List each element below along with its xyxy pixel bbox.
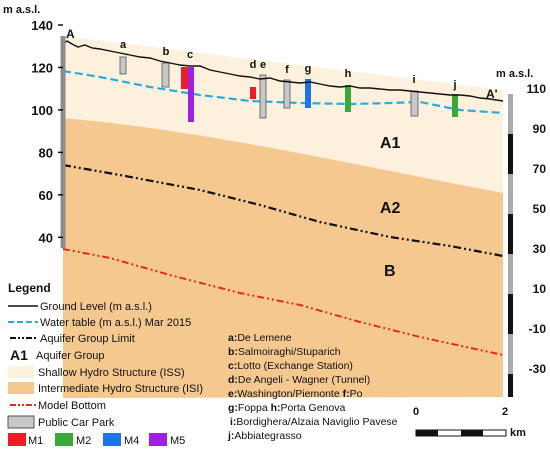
site-c: c:Lotto (Exchange Station)	[228, 360, 353, 372]
site-d: d:De Angeli - Wagner (Tunnel)	[228, 374, 370, 386]
well-label-j: j	[452, 79, 456, 91]
well-m1-c	[181, 67, 188, 89]
left-tick-label-120: 120	[31, 60, 53, 75]
legend-iss-label: Shallow Hydro Structure (ISS)	[38, 367, 185, 379]
right-axis-bar-segment	[508, 254, 513, 294]
right-axis-bar-back	[508, 98, 513, 397]
legend-car-park-label: Public Car Park	[38, 417, 115, 429]
public-car-park-f	[283, 79, 291, 109]
zone-label-b: B	[384, 263, 396, 280]
legend-m5-label: M5	[170, 435, 185, 447]
site-list: a:De Lemene b:Salmoiraghi/Stuparich c:Lo…	[227, 332, 398, 442]
right-tick-label-70: 70	[533, 162, 547, 176]
legend-m2-label: M2	[76, 435, 91, 447]
legend-water-table-label: Water table (m a.s.l.) Mar 2015	[40, 317, 191, 329]
site-e-f: e:Washington/Piemonte f:Po	[228, 388, 363, 400]
well-label-h: h	[345, 68, 352, 80]
scale-unit: km	[510, 427, 526, 439]
scale-start: 0	[413, 406, 419, 418]
well-m2-h	[345, 85, 351, 112]
right-tick-label--30: -30	[529, 362, 547, 376]
legend-m1-swatch	[8, 433, 26, 446]
legend-car-park-swatch	[7, 415, 35, 429]
legend-limit-label: Aquifer Group Limit	[40, 333, 135, 345]
well-label-f: f	[285, 64, 289, 76]
well-label-c: c	[187, 49, 193, 61]
well-m1-d	[250, 87, 256, 99]
legend-m5-swatch	[149, 433, 167, 446]
left-tick-label-140: 140	[31, 18, 53, 33]
public-car-park-b	[161, 62, 170, 88]
legend-ground-label: Ground Level (m a.s.l.)	[40, 301, 152, 313]
well-label-b: b	[163, 46, 170, 58]
right-tick-label-50: 50	[533, 202, 547, 216]
well-label-e: e	[260, 59, 266, 71]
scale-end: 2	[502, 406, 508, 418]
left-tick-label-60: 60	[39, 188, 53, 203]
right-tick-label-10: 10	[533, 282, 547, 296]
well-m4-g	[305, 79, 311, 108]
zone-label-a2: A2	[380, 200, 401, 217]
left-tick-label-100: 100	[31, 103, 53, 118]
legend-iss-swatch	[8, 366, 34, 378]
right-tick-label-90: 90	[533, 122, 547, 136]
scale-bar: 0 2 km	[413, 406, 526, 439]
legend-aquifer-label: Aquifer Group	[36, 350, 104, 362]
section-end-label: A'	[486, 87, 498, 101]
legend-m4-label: M4	[124, 435, 139, 447]
section-start-label: A	[66, 27, 75, 41]
right-axis-bar-segment	[508, 174, 513, 214]
public-car-park-i	[410, 90, 419, 117]
public-car-park-a	[119, 56, 127, 75]
ground-level-line	[62, 40, 504, 102]
right-tick-label-110: 110	[527, 82, 547, 96]
right-axis-unit: m a.s.l.	[496, 68, 533, 80]
water-table-line	[62, 69, 504, 115]
well-m5-c	[188, 67, 194, 122]
left-tick-label-40: 40	[39, 230, 53, 245]
shallow-hydro-structure	[63, 36, 503, 193]
public-car-park-e	[259, 74, 267, 119]
right-tick-label-30: 30	[533, 242, 547, 256]
legend: Legend Ground Level (m a.s.l.) Water tab…	[7, 281, 203, 447]
legend-m1-label: M1	[28, 435, 43, 447]
right-axis-bar-segment	[508, 94, 513, 134]
right-tick-label--10: -10	[529, 322, 547, 336]
left-axis-unit: m a.s.l.	[3, 4, 40, 16]
aquifer-group-limit-line	[62, 163, 504, 258]
legend-m4-swatch	[103, 433, 121, 446]
site-a: a:De Lemene	[228, 332, 292, 344]
zone-label-a1: A1	[380, 135, 401, 152]
site-b: b:Salmoiraghi/Stuparich	[228, 346, 341, 358]
well-label-g: g	[305, 63, 312, 75]
legend-model-bottom-label: Model Bottom	[38, 400, 106, 412]
well-label-a: a	[120, 39, 127, 51]
legend-aquifer-code: A1	[10, 347, 28, 363]
well-label-i: i	[412, 74, 415, 86]
left-tick-label-80: 80	[39, 145, 53, 160]
legend-isi-label: Intermediate Hydro Structure (ISI)	[38, 383, 203, 395]
scale-bar-seg1	[416, 430, 438, 436]
scale-bar-seg2	[461, 430, 483, 436]
legend-title: Legend	[8, 281, 51, 295]
site-j: j:Abbiategrasso	[227, 430, 302, 442]
site-g-h: g:Foppa h:Porta Genova	[228, 402, 345, 414]
site-i: i:Bordighera/Alzaia Naviglio Pavese	[230, 416, 398, 428]
well-label-d: d	[250, 59, 257, 71]
well-m2-j	[452, 94, 458, 117]
legend-isi-swatch	[8, 382, 34, 394]
right-axis-bar-segment	[508, 334, 513, 374]
intermediate-hydro-structure	[63, 118, 503, 398]
legend-m2-swatch	[55, 433, 73, 446]
